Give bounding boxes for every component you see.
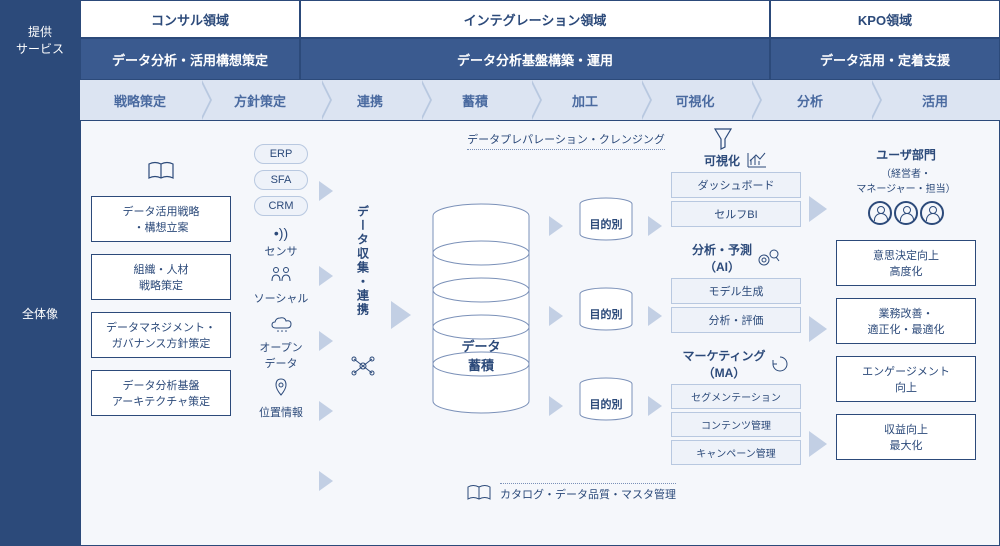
source-erp: ERP bbox=[254, 144, 308, 164]
phase-5: 可視化 bbox=[640, 80, 750, 120]
cloud-icon bbox=[268, 312, 294, 337]
book-icon bbox=[91, 161, 231, 186]
purpose-3: 目的別 bbox=[571, 376, 641, 422]
cycle-icon bbox=[770, 354, 790, 374]
domain-integration: インテグレーション領域 bbox=[300, 0, 770, 38]
domain-consult: コンサル領域 bbox=[80, 0, 300, 38]
outcome-1: 業務改善・ 適正化・最適化 bbox=[836, 298, 976, 344]
service-row: データ分析・活用構想策定 データ分析基盤構築・運用 データ活用・定着支援 bbox=[80, 38, 1000, 80]
outcome-3: 収益向上 最大化 bbox=[836, 414, 976, 460]
ai-item-0: モデル生成 bbox=[671, 278, 801, 304]
sources-column: ERP SFA CRM •)) センサ ソーシャル オープン データ 位置情報 bbox=[246, 141, 316, 422]
users-column: ユーザ部門 （経営者・ マネージャー・担当） 意思決定向上 高度化 業務改善・ … bbox=[836, 146, 976, 466]
arrow-u3 bbox=[809, 431, 827, 457]
ma-header: マーケティング （MA） bbox=[671, 347, 801, 381]
viz-item-0: ダッシュボード bbox=[671, 172, 801, 198]
source-social-label: ソーシャル bbox=[254, 290, 309, 306]
domain-kpo: KPO領域 bbox=[770, 0, 1000, 38]
ai-title: 分析・予測 （AI） bbox=[692, 241, 752, 275]
arrow-a1 bbox=[648, 216, 662, 236]
purpose-2: 目的別 bbox=[571, 286, 641, 332]
ai-header: 分析・予測 （AI） bbox=[671, 241, 801, 275]
purpose-3-label: 目的別 bbox=[571, 396, 641, 412]
left-header-service: 提供 サービス bbox=[0, 0, 80, 80]
ai-item-1: 分析・評価 bbox=[671, 307, 801, 333]
arrow-5 bbox=[319, 471, 333, 491]
collect-label: データ収集・連携 bbox=[355, 191, 372, 331]
phase-4: 加工 bbox=[530, 80, 640, 120]
users-icon bbox=[836, 201, 976, 230]
arrow-a2 bbox=[648, 306, 662, 326]
catalog-row: カタログ・データ品質・マスタ管理 bbox=[421, 481, 721, 504]
ma-item-1: コンテンツ管理 bbox=[671, 412, 801, 437]
arrow-p1 bbox=[549, 216, 563, 236]
gear-icon bbox=[756, 248, 780, 268]
ma-item-0: セグメンテーション bbox=[671, 384, 801, 409]
purpose-1-label: 目的別 bbox=[571, 216, 641, 232]
catalog-icon bbox=[466, 484, 492, 502]
strategy-box-1: 組織・人材 戦略策定 bbox=[91, 254, 231, 300]
arrow-collect bbox=[391, 301, 411, 329]
ma-title: マーケティング （MA） bbox=[682, 347, 765, 381]
users-title: ユーザ部門 bbox=[836, 146, 976, 163]
strategy-box-2: データマネジメント・ ガバナンス方針策定 bbox=[91, 312, 231, 358]
right-column: コンサル領域 インテグレーション領域 KPO領域 データ分析・活用構想策定 デー… bbox=[80, 0, 1000, 546]
phase-7: 活用 bbox=[870, 80, 1000, 120]
strategy-box-0: データ活用戦略 ・構想立案 bbox=[91, 196, 231, 242]
strategy-box-3: データ分析基盤 アーキテクチャ策定 bbox=[91, 370, 231, 416]
arrow-p2 bbox=[549, 306, 563, 326]
phase-2: 連携 bbox=[320, 80, 420, 120]
arrow-u2 bbox=[809, 316, 827, 342]
arrow-3 bbox=[319, 331, 333, 351]
arrow-u1 bbox=[809, 196, 827, 222]
outcome-0: 意思決定向上 高度化 bbox=[836, 240, 976, 286]
phase-0: 戦略策定 bbox=[80, 80, 200, 120]
network-icon bbox=[348, 351, 378, 386]
arrow-2 bbox=[319, 266, 333, 286]
service-consult: データ分析・活用構想策定 bbox=[80, 38, 300, 80]
cylinder-icon bbox=[426, 201, 536, 421]
diagram-root: 提供 サービス 全体像 コンサル領域 インテグレーション領域 KPO領域 データ… bbox=[0, 0, 1000, 546]
service-integration: データ分析基盤構築・運用 bbox=[300, 38, 770, 80]
arrow-1 bbox=[319, 181, 333, 201]
service-kpo: データ活用・定着支援 bbox=[770, 38, 1000, 80]
phase-3: 蓄積 bbox=[420, 80, 530, 120]
arrow-a3 bbox=[648, 396, 662, 416]
viz-item-1: セルフBI bbox=[671, 201, 801, 227]
viz-header: 可視化 bbox=[671, 151, 801, 169]
arrow-4 bbox=[319, 401, 333, 421]
catalog-label: カタログ・データ品質・マスタ管理 bbox=[500, 483, 676, 502]
purpose-2-label: 目的別 bbox=[571, 306, 641, 322]
chart-icon bbox=[746, 151, 768, 169]
source-opendata-label: オープン データ bbox=[259, 339, 302, 371]
source-location-label: 位置情報 bbox=[259, 404, 303, 420]
analytics-column: 可視化 ダッシュボード セルフBI 分析・予測 （AI） モデル生成 分析・評価… bbox=[671, 151, 801, 468]
users-sub: （経営者・ マネージャー・担当） bbox=[836, 165, 976, 195]
datastore-label: データ 蓄積 bbox=[421, 336, 541, 374]
domain-row: コンサル領域 インテグレーション領域 KPO領域 bbox=[80, 0, 1000, 38]
sensor-icon: •)) bbox=[274, 225, 288, 241]
viz-title: 可視化 bbox=[704, 152, 740, 169]
source-sensor-label: センサ bbox=[265, 243, 298, 259]
left-header-overall: 全体像 bbox=[0, 80, 80, 546]
social-icon bbox=[269, 265, 293, 288]
source-crm: CRM bbox=[254, 196, 308, 216]
phase-row: 戦略策定 方針策定 連携 蓄積 加工 可視化 分析 活用 bbox=[80, 80, 1000, 120]
phase-1: 方針策定 bbox=[200, 80, 320, 120]
arrow-p3 bbox=[549, 396, 563, 416]
collect-column: データ収集・連携 bbox=[343, 191, 383, 386]
prep-label: データプレパレーション・クレンジング bbox=[467, 131, 665, 150]
ma-item-2: キャンペーン管理 bbox=[671, 440, 801, 465]
left-column: 提供 サービス 全体像 bbox=[0, 0, 80, 546]
purpose-1: 目的別 bbox=[571, 196, 641, 242]
strategy-column: データ活用戦略 ・構想立案 組織・人材 戦略策定 データマネジメント・ ガバナン… bbox=[91, 161, 231, 422]
outcome-2: エンゲージメント 向上 bbox=[836, 356, 976, 402]
prep-row: データプレパレーション・クレンジング bbox=[411, 129, 721, 152]
phase-6: 分析 bbox=[750, 80, 870, 120]
datastore: データ 蓄積 bbox=[421, 201, 541, 421]
source-sfa: SFA bbox=[254, 170, 308, 190]
main-panel: データ活用戦略 ・構想立案 組織・人材 戦略策定 データマネジメント・ ガバナン… bbox=[80, 120, 1000, 546]
pin-icon bbox=[273, 377, 289, 402]
